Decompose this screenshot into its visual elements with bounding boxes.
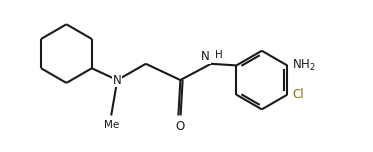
Text: N: N: [113, 74, 122, 87]
Text: O: O: [175, 120, 184, 133]
Text: Me: Me: [104, 120, 120, 130]
Text: NH$_2$: NH$_2$: [292, 58, 316, 73]
Text: Cl: Cl: [292, 88, 304, 101]
Text: N: N: [201, 50, 210, 63]
Text: H: H: [215, 50, 223, 60]
